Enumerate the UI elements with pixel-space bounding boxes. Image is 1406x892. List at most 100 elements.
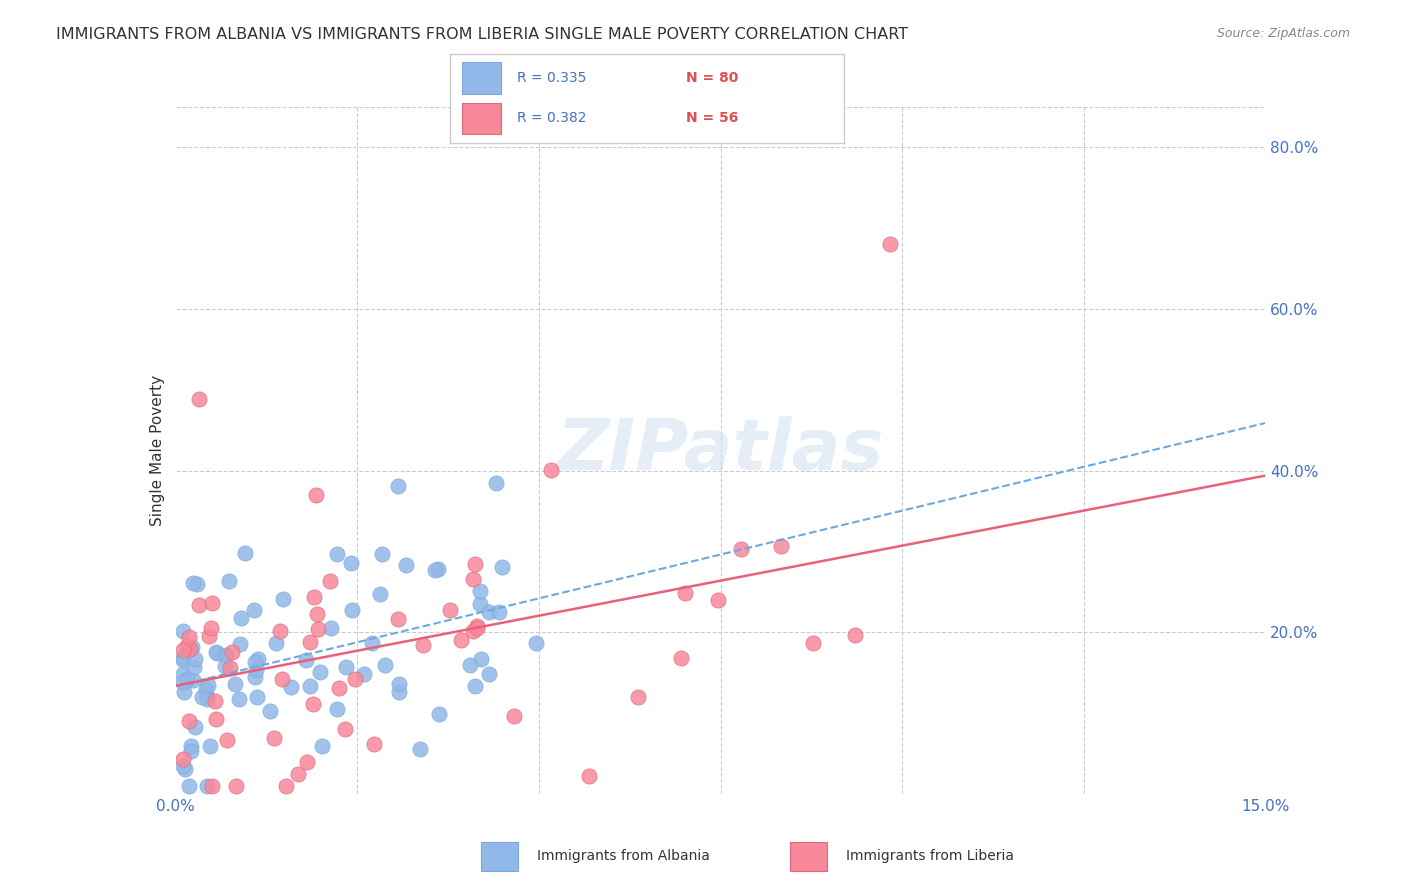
- Point: [318, 574, 340, 588]
- Text: N = 56: N = 56: [686, 111, 738, 125]
- Point: [183, 575, 205, 590]
- Text: Immigrants from Liberia: Immigrants from Liberia: [846, 849, 1014, 863]
- Point: [326, 702, 349, 716]
- FancyBboxPatch shape: [461, 62, 501, 94]
- Point: [187, 599, 209, 613]
- Point: [305, 488, 328, 502]
- Point: [412, 638, 434, 652]
- Point: [243, 655, 266, 669]
- Point: [274, 779, 297, 793]
- Point: [439, 603, 461, 617]
- Point: [388, 677, 411, 691]
- Point: [172, 675, 194, 690]
- Point: [302, 590, 325, 604]
- Point: [287, 766, 309, 780]
- Point: [201, 596, 224, 610]
- Point: [246, 690, 269, 705]
- Point: [326, 548, 349, 562]
- Point: [177, 779, 200, 793]
- Point: [194, 681, 217, 696]
- Point: [730, 542, 752, 557]
- FancyBboxPatch shape: [481, 842, 517, 871]
- Point: [179, 642, 201, 657]
- Text: R = 0.382: R = 0.382: [517, 111, 586, 125]
- Point: [224, 676, 246, 690]
- Point: [264, 636, 287, 650]
- Point: [233, 546, 256, 560]
- Point: [204, 693, 226, 707]
- Point: [423, 563, 446, 577]
- Point: [340, 603, 363, 617]
- Point: [180, 744, 202, 758]
- Point: [181, 673, 204, 687]
- Point: [295, 653, 318, 667]
- Point: [524, 636, 547, 650]
- FancyBboxPatch shape: [790, 842, 827, 871]
- Point: [340, 557, 363, 571]
- Point: [263, 731, 285, 745]
- Point: [468, 584, 491, 599]
- Point: [321, 621, 343, 635]
- Point: [205, 712, 228, 726]
- Point: [280, 681, 302, 695]
- Point: [204, 645, 226, 659]
- Point: [485, 476, 508, 491]
- Point: [305, 607, 328, 622]
- Point: [295, 755, 318, 769]
- Point: [200, 621, 222, 635]
- Point: [540, 463, 562, 477]
- Point: [215, 648, 238, 663]
- Point: [308, 665, 330, 680]
- Point: [470, 652, 492, 666]
- Point: [491, 560, 513, 574]
- Point: [221, 645, 243, 659]
- Point: [299, 635, 322, 649]
- Point: [269, 624, 291, 638]
- Point: [368, 587, 391, 601]
- Point: [194, 687, 217, 701]
- Point: [361, 636, 384, 650]
- Point: [187, 392, 209, 406]
- Point: [195, 779, 218, 793]
- Point: [673, 586, 696, 600]
- Y-axis label: Single Male Poverty: Single Male Poverty: [149, 375, 165, 526]
- Text: ZIPatlas: ZIPatlas: [557, 416, 884, 485]
- Text: Immigrants from Albania: Immigrants from Albania: [537, 849, 710, 863]
- Point: [243, 603, 266, 617]
- Point: [387, 612, 409, 626]
- Point: [201, 779, 224, 793]
- Point: [669, 651, 692, 665]
- Point: [184, 720, 207, 734]
- Point: [177, 714, 200, 729]
- Point: [205, 646, 228, 660]
- Point: [247, 652, 270, 666]
- Point: [229, 637, 252, 651]
- Point: [388, 684, 411, 698]
- Point: [197, 692, 219, 706]
- Point: [464, 679, 486, 693]
- Point: [198, 629, 221, 643]
- Point: [470, 597, 492, 611]
- Point: [464, 557, 486, 571]
- Point: [427, 562, 450, 576]
- Point: [463, 572, 485, 586]
- Point: [225, 779, 247, 793]
- Point: [844, 628, 866, 642]
- Point: [172, 651, 194, 665]
- Point: [307, 622, 329, 636]
- Point: [478, 605, 501, 619]
- Point: [578, 768, 600, 782]
- Point: [219, 661, 242, 675]
- Point: [344, 672, 367, 686]
- Text: IMMIGRANTS FROM ALBANIA VS IMMIGRANTS FROM LIBERIA SINGLE MALE POVERTY CORRELATI: IMMIGRANTS FROM ALBANIA VS IMMIGRANTS FR…: [56, 27, 908, 42]
- Point: [311, 739, 333, 754]
- Point: [183, 660, 205, 674]
- Point: [371, 547, 394, 561]
- Point: [450, 633, 472, 648]
- Point: [467, 619, 489, 633]
- Point: [363, 737, 385, 751]
- Point: [228, 692, 250, 706]
- Point: [335, 659, 357, 673]
- FancyBboxPatch shape: [461, 103, 501, 134]
- Point: [374, 657, 396, 672]
